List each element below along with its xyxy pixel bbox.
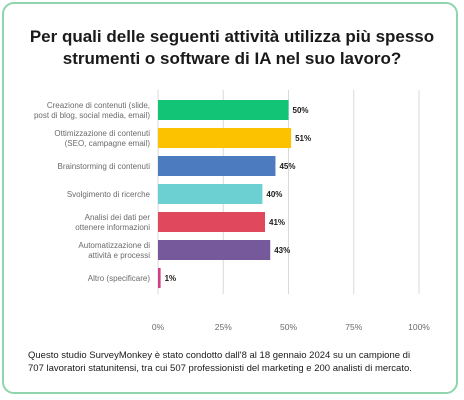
value-label-4: 41%: [269, 218, 285, 227]
value-label-0: 50%: [293, 106, 309, 115]
category-label-1: Ottimizzazione di contenuti (SEO, campagn…: [54, 129, 150, 148]
x-tick-label-0: 0%: [152, 322, 165, 332]
x-tick-label-1: 25%: [215, 322, 232, 332]
chart-title-line-2: strumenti o software di IA nel suo lavor…: [62, 49, 402, 68]
bar-chart: Creazione di contenuti (slide, post di bl…: [34, 90, 430, 332]
bar-5: [158, 240, 271, 260]
value-label-1: 51%: [295, 134, 311, 143]
value-label-2: 45%: [279, 162, 295, 171]
bar-3: [158, 184, 263, 204]
footnote-line-1: Questo studio SurveyMonkey è stato condo…: [28, 350, 411, 361]
value-label-3: 40%: [266, 190, 282, 199]
bar-2: [158, 156, 276, 176]
bar-1: [158, 128, 292, 148]
category-label-6: Altro (specificare): [88, 274, 151, 283]
category-label-2: Brainstorming di contenuti: [58, 162, 151, 171]
category-label-5: Automatizzazione di attività e processi: [78, 241, 150, 260]
x-tick-label-4: 100%: [408, 322, 430, 332]
bar-6: [158, 268, 161, 288]
footnote-line-2: 707 lavoratori statunitensi, tra cui 507…: [28, 363, 412, 374]
bar-0: [158, 100, 289, 120]
bar-4: [158, 212, 266, 232]
value-label-5: 43%: [274, 246, 290, 255]
x-tick-label-2: 50%: [280, 322, 297, 332]
x-tick-label-3: 75%: [345, 322, 362, 332]
footnote: Questo studio SurveyMonkey è stato condo…: [28, 349, 448, 375]
category-label-0: Creazione di contenuti (slide, post di bl…: [34, 101, 150, 120]
chart-title-line-1: Per quali delle seguenti attività utiliz…: [29, 27, 435, 46]
value-label-6: 1%: [165, 274, 177, 283]
category-label-4: Analisi dei dati per ottenere informazion…: [75, 213, 150, 232]
category-label-3: Svolgimento di ricerche: [67, 190, 151, 199]
chart-title: Per quali delle seguenti attività utiliz…: [0, 26, 464, 70]
